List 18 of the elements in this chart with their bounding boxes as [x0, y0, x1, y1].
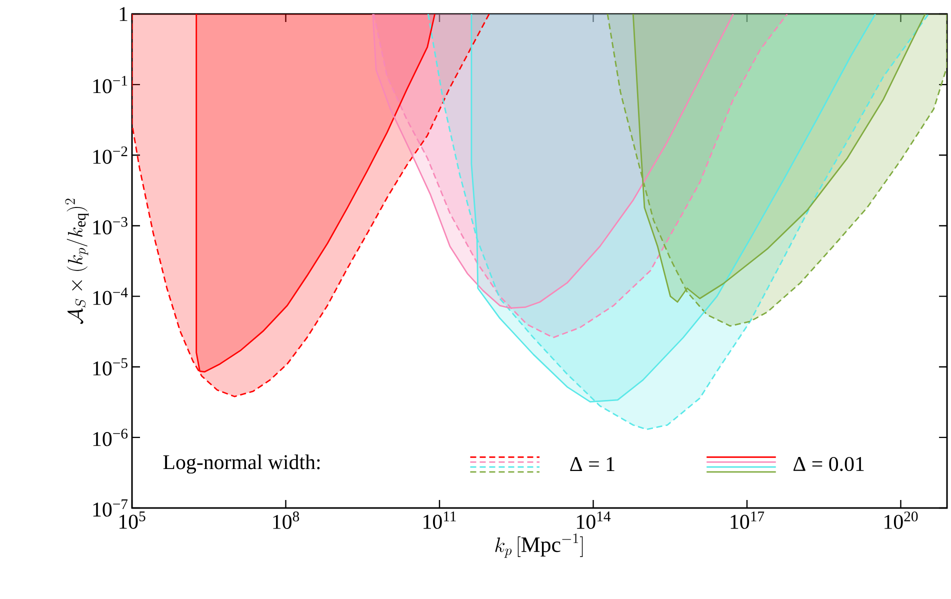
x-tick-label: 10$^{20}$: [884, 512, 918, 529]
x-axis-title: $k_p\,[\mathrm{Mpc}^{-1}]$: [495, 534, 583, 558]
y-axis-title: $\mathcal{A}_S \times (k_p/k_{\mathrm{eq}})^2$: [65, 198, 89, 324]
y-tick-label: 10$^{−4}$: [93, 288, 128, 305]
y-tick-label: 10$^{−3}$: [93, 217, 128, 234]
x-tick-label: 10$^{11}$: [424, 512, 456, 529]
legend-label: Δ = 1: [570, 457, 614, 471]
y-tick-label: 1: [120, 7, 128, 21]
x-tick-label: 10$^{17}$: [730, 512, 764, 529]
x-tick-label: 10$^{14}$: [577, 512, 611, 529]
y-tick-label: 10$^{−6}$: [93, 428, 128, 446]
x-tick-label: 10$^{5}$: [119, 512, 146, 529]
x-tick-label: 10$^{8}$: [273, 512, 300, 529]
y-tick-label: 10$^{−5}$: [93, 358, 128, 376]
y-tick-label: 10$^{−2}$: [93, 146, 128, 164]
legend-title: Log-normal width:: [163, 454, 320, 474]
y-tick-label: 10$^{−1}$: [93, 76, 128, 94]
legend-label: Δ = 0.01: [793, 456, 864, 472]
